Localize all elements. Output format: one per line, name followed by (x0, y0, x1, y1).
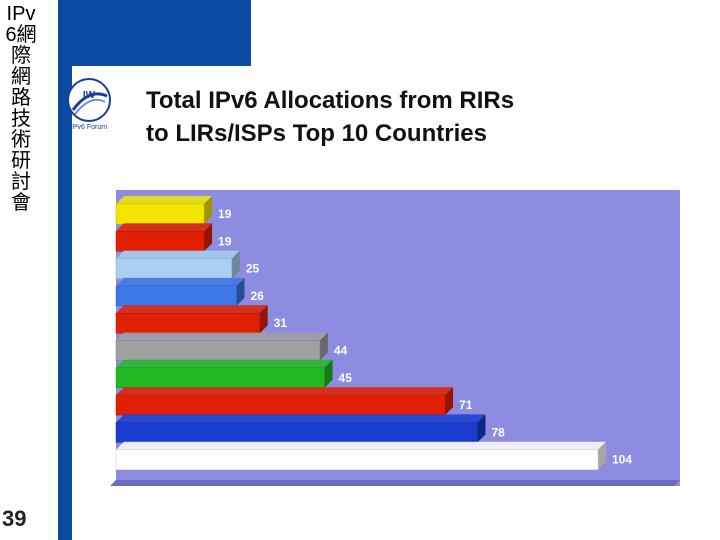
value-label: 44 (334, 344, 348, 358)
logo-text-bottom: IPv6 Forum (71, 124, 107, 131)
bar (115, 394, 446, 416)
bar (115, 258, 233, 279)
bar-side (236, 277, 245, 306)
bar-top (116, 387, 454, 396)
bar-side (204, 196, 213, 224)
value-label: 31 (274, 316, 288, 330)
header-band (58, 0, 251, 66)
slide-title: Total IPv6 Allocations from RIRs to LIRs… (146, 87, 515, 147)
left-sidebar: IPv6網際網路技術研討會 39 (0, 0, 58, 540)
bar-top (116, 359, 333, 368)
value-label: 45 (339, 371, 353, 385)
value-label: 78 (492, 425, 506, 439)
logo-text-top: IW (83, 90, 96, 101)
bar (115, 449, 599, 470)
bar (115, 422, 478, 443)
value-label: 104 (612, 453, 632, 467)
bar (115, 312, 260, 334)
bar-top (116, 250, 240, 259)
plot-floor (110, 480, 680, 486)
bar-top (116, 223, 213, 232)
bar-side (477, 414, 486, 443)
bar-side (598, 441, 606, 470)
vertical-title: IPv6網際網路技術研討會 (5, 3, 37, 214)
bar-top (116, 196, 213, 204)
bar-top (116, 277, 245, 286)
value-label: 26 (251, 289, 265, 303)
bar-top (116, 441, 606, 450)
bar-top (116, 414, 486, 423)
bar-chart: CH19SE19FR25IT26KR31UK44NL45DE71JP78US10… (110, 190, 680, 486)
value-label: 19 (218, 207, 232, 221)
bar (115, 231, 205, 252)
slide-number: 39 (2, 506, 27, 531)
value-label: 71 (459, 398, 473, 412)
value-label: 25 (246, 262, 260, 276)
bar-top (116, 332, 328, 341)
bar (115, 203, 205, 225)
bar-side (319, 332, 328, 361)
bar-side (204, 223, 213, 252)
bar-side (324, 359, 333, 388)
bar (115, 340, 321, 361)
ipv6-forum-logo: IW IPv6 Forum (67, 78, 111, 131)
value-label: 19 (218, 234, 232, 248)
band-corner (72, 66, 88, 82)
bar-side (231, 250, 240, 279)
bar-side (259, 305, 268, 334)
bar (115, 367, 325, 389)
bar (115, 285, 237, 307)
bar-side (445, 387, 454, 416)
side-band (58, 66, 72, 540)
bar-top (116, 305, 268, 314)
